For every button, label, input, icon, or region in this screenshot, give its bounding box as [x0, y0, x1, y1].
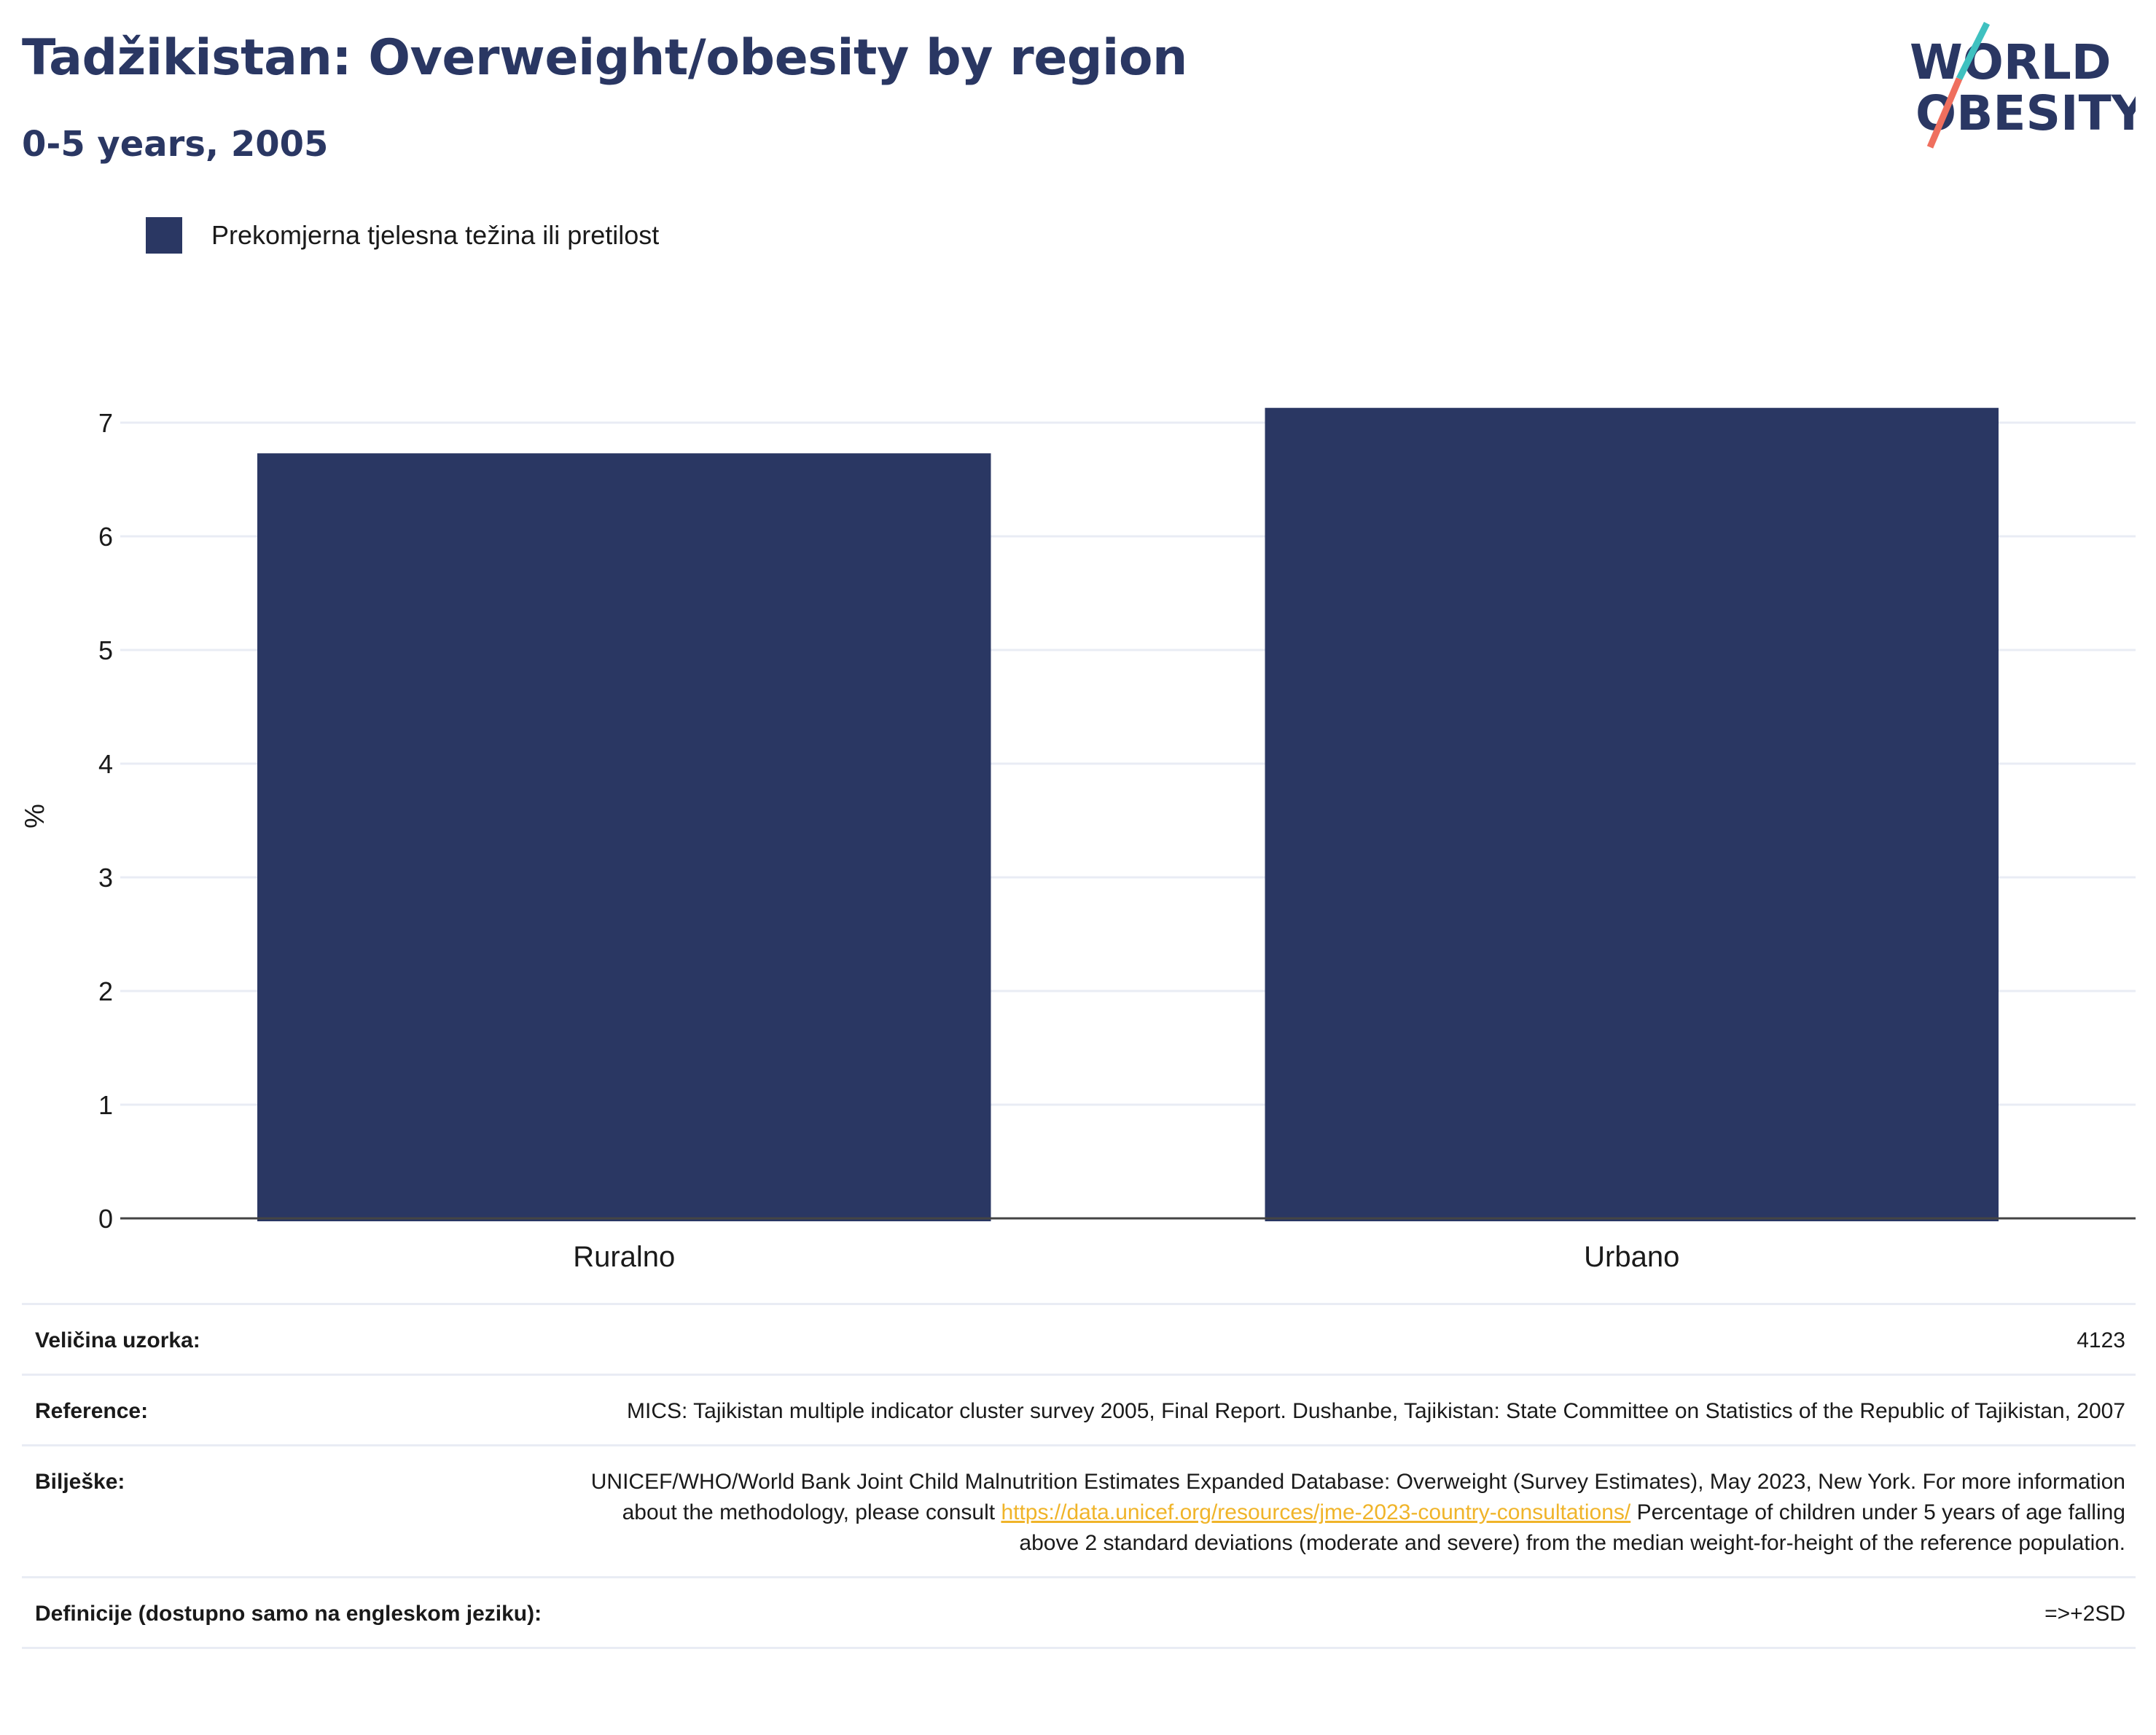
world-obesity-logo: WORLD OBESITY — [1910, 22, 2136, 149]
info-value: =>+2SD — [2044, 1602, 2125, 1626]
y-tick-label: 2 — [98, 976, 113, 1006]
info-label: Definicije (dostupno samo na engleskom j… — [35, 1602, 542, 1626]
info-row-notes: Bilješke: UNICEF/WHO/World Bank Joint Ch… — [22, 1444, 2136, 1576]
bar-ruralno — [257, 453, 991, 1221]
y-tick-label: 6 — [98, 522, 113, 552]
x-axis-labels: Ruralno Urbano — [573, 1241, 1679, 1273]
info-row-definitions: Definicije (dostupno samo na engleskom j… — [22, 1576, 2136, 1649]
chart-subtitle: 0-5 years, 2005 — [22, 124, 329, 165]
y-tick-label: 1 — [98, 1090, 113, 1120]
chart-legend[interactable]: Prekomjerna tjelesna težina ili pretilos… — [146, 217, 659, 254]
info-table: Veličina uzorka: 4123 Reference: MICS: T… — [22, 1303, 2136, 1649]
logo-slash-coral — [1926, 77, 1963, 149]
chart-title: Tadžikistan: Overweight/obesity by regio… — [22, 29, 1187, 87]
y-tick-label: 7 — [98, 408, 113, 438]
y-axis-ticks: 0 1 2 3 4 5 6 7 — [98, 408, 113, 1234]
methodology-link[interactable]: https://data.unicef.org/resources/jme-20… — [1001, 1500, 1631, 1524]
x-tick-label: Ruralno — [573, 1241, 675, 1273]
y-tick-label: 3 — [98, 863, 113, 893]
x-tick-label: Urbano — [1584, 1241, 1679, 1273]
y-tick-label: 4 — [98, 749, 113, 779]
legend-label: Prekomjerna tjelesna težina ili pretilos… — [211, 220, 660, 250]
info-value: 4123 — [2077, 1328, 2125, 1352]
y-axis-label: % — [20, 804, 50, 829]
bar-urbano — [1265, 407, 1999, 1221]
info-value-notes: UNICEF/WHO/World Bank Joint Child Malnut… — [560, 1467, 2125, 1559]
info-label: Veličina uzorka: — [35, 1328, 200, 1352]
logo-line-1: WORLD — [1910, 34, 2112, 90]
y-tick-label: 0 — [98, 1204, 113, 1234]
info-row-sample-size: Veličina uzorka: 4123 — [22, 1303, 2136, 1374]
notes-definition: Percentage of children under 5 years of … — [1019, 1500, 2125, 1555]
y-tick-label: 5 — [98, 635, 113, 665]
info-row-reference: Reference: MICS: Tajikistan multiple ind… — [22, 1374, 2136, 1444]
notes-text: UNICEF/WHO/World Bank Joint Child Malnut… — [590, 1470, 2125, 1524]
legend-swatch — [146, 217, 182, 254]
info-label: Reference: — [35, 1399, 149, 1423]
info-value: MICS: Tajikistan multiple indicator clus… — [627, 1399, 2125, 1423]
bars — [257, 407, 1999, 1221]
bar-chart: 0 1 2 3 4 5 6 7 Ruralno Urbano % — [20, 407, 2136, 1273]
logo-slash-teal — [1956, 22, 1991, 81]
info-label: Bilješke: — [35, 1470, 125, 1494]
